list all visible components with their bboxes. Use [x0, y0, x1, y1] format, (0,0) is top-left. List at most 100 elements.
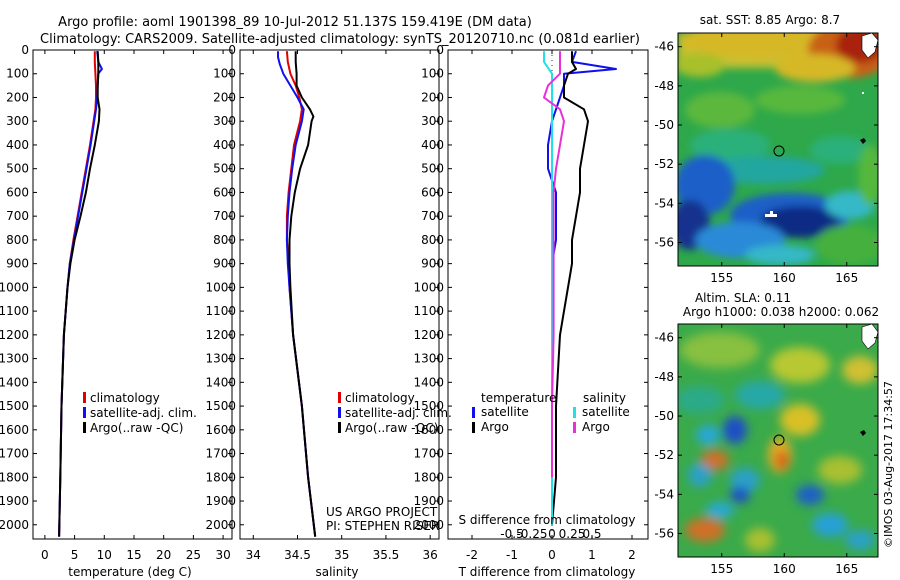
temperature-legend: climatology satellite-adj. clim. Argo(..… [83, 391, 197, 435]
y-tick-label: 500 [213, 162, 236, 176]
y-tick-label: 1300 [205, 352, 236, 366]
series-line-argo-raw-qc [288, 51, 317, 537]
legend-label-climatology: climatology [345, 391, 415, 405]
project-annotation: US ARGO PROJECT [326, 505, 438, 519]
y-tick-label: 2000 [205, 518, 236, 532]
lat-tick-label: -56 [654, 527, 674, 541]
y-tick-label: 1200 [413, 328, 444, 342]
y-tick-label: 1700 [413, 447, 444, 461]
credit-text: ©IMOS 03-Aug-2017 17:34:57 [882, 381, 895, 548]
legend-title-temperature: temperature [481, 391, 556, 405]
y-tick-label: 1300 [413, 352, 444, 366]
legend-label-s-argo: Argo [582, 420, 610, 434]
lat-tick-label: -50 [654, 409, 674, 423]
difference-xlabel: T difference from climatology [458, 565, 636, 579]
y-tick-label: 100 [421, 67, 444, 81]
y-tick-label: 600 [6, 185, 29, 199]
x-tick-label: 30 [215, 548, 230, 562]
y-tick-label: 1400 [0, 375, 29, 389]
sla-map-axes: 155 160 165 -46 -48 -50 -52 -54 -56 [654, 324, 878, 576]
x-tick-label: 10 [97, 548, 112, 562]
sst-profile-marker [773, 145, 785, 157]
legend-label-satellite: satellite-adj. clim. [90, 406, 197, 420]
lat-tick-label: -48 [654, 370, 674, 384]
salinity-axes: 0 100 200 300 400 500 600 700 800 900 1000 1100 1200… [205, 43, 439, 562]
legend-swatch-satellite [83, 407, 86, 418]
lat-tick-label: -54 [654, 487, 674, 501]
legend-swatch-argo [83, 422, 86, 433]
y-tick-label: 0 [436, 43, 444, 57]
legend-label-t-argo: Argo [481, 420, 509, 434]
y-tick-label: 1600 [0, 423, 29, 437]
difference-lines [543, 50, 617, 525]
salinity-lines [277, 51, 317, 537]
y-tick-label: 500 [6, 162, 29, 176]
difference-legend: temperature salinity satellite Argo sate… [472, 391, 630, 434]
x-tick-label: 20 [156, 548, 171, 562]
y-tick-label: 100 [6, 67, 29, 81]
y-tick-label: 1700 [205, 447, 236, 461]
sst-map-frame [677, 32, 879, 267]
x-tick-label: 0 [548, 548, 556, 562]
lat-tick-label: -54 [654, 196, 674, 210]
x-tick-label: 35 [334, 548, 349, 562]
y-tick-label: 2000 [413, 518, 444, 532]
figure-subtitle: Climatology: CARS2009. Satellite-adjuste… [40, 32, 640, 47]
y-tick-label: 700 [6, 209, 29, 223]
y-tick-label: 300 [6, 114, 29, 128]
y-tick-label: 400 [213, 138, 236, 152]
y-tick-label: 1000 [0, 280, 29, 294]
x-tick-label: 36 [423, 548, 438, 562]
legend-swatch-t-satellite [472, 407, 475, 418]
lon-tick-label: 160 [773, 271, 796, 285]
x-tick-label: 34 [246, 548, 261, 562]
y-tick-label: 1600 [205, 423, 236, 437]
lat-tick-label: -56 [654, 236, 674, 250]
y-tick-label: 1100 [413, 304, 444, 318]
x-tick-label: -1 [506, 548, 518, 562]
y-tick-label: 200 [213, 90, 236, 104]
series-line-satellite-adj-clim [277, 51, 317, 537]
y-tick-label: 400 [421, 138, 444, 152]
lat-tick-label: -46 [654, 331, 674, 345]
temperature-xlabel: temperature (deg C) [68, 565, 191, 579]
y-tick-label: 1300 [0, 352, 29, 366]
x-tick-label: 34.5 [284, 548, 311, 562]
y-tick-label: 300 [213, 114, 236, 128]
lon-tick-label: 160 [773, 562, 796, 576]
y-tick-label: 700 [421, 209, 444, 223]
sla-map-title: Altim. SLA: 0.11 [695, 291, 791, 305]
difference-axes: 0100200300400500600700800900100011001200… [413, 43, 648, 562]
legend-swatch-climatology [338, 392, 341, 403]
y-tick-label: 800 [6, 233, 29, 247]
y-tick-label: 200 [421, 90, 444, 104]
temperature-panel-frame [32, 49, 233, 540]
y-tick-label: 1800 [413, 470, 444, 484]
legend-label-t-satellite: satellite [481, 405, 529, 419]
y-tick-label: 2000 [0, 518, 29, 532]
y-tick-label: 1800 [205, 470, 236, 484]
y-tick-label: 1700 [0, 447, 29, 461]
figure-title: Argo profile: aoml 1901398_89 10-Jul-201… [58, 15, 532, 30]
y-tick-label: 0 [21, 43, 29, 57]
x-tick-label-salinity: 0.25 [559, 527, 586, 541]
y-tick-label: 1500 [413, 399, 444, 413]
x-tick-label: 35.5 [373, 548, 400, 562]
sla-map [678, 324, 878, 557]
y-tick-label: 500 [421, 162, 444, 176]
y-tick-label: 0 [228, 43, 236, 57]
x-tick-label: 1 [588, 548, 596, 562]
lon-tick-label: 155 [710, 271, 733, 285]
y-tick-label: 1400 [205, 375, 236, 389]
legend-swatch-argo [338, 422, 341, 433]
x-tick-label: 0 [41, 548, 49, 562]
series-line-argo [551, 51, 589, 525]
y-tick-label: 1400 [413, 375, 444, 389]
lon-tick-label: 165 [835, 271, 858, 285]
y-tick-label: 800 [421, 233, 444, 247]
legend-title-salinity: salinity [583, 391, 626, 405]
lat-tick-label: -52 [654, 157, 674, 171]
sst-map-title: sat. SST: 8.85 Argo: 8.7 [700, 13, 840, 27]
x-tick-label-salinity: 0.5 [582, 527, 601, 541]
